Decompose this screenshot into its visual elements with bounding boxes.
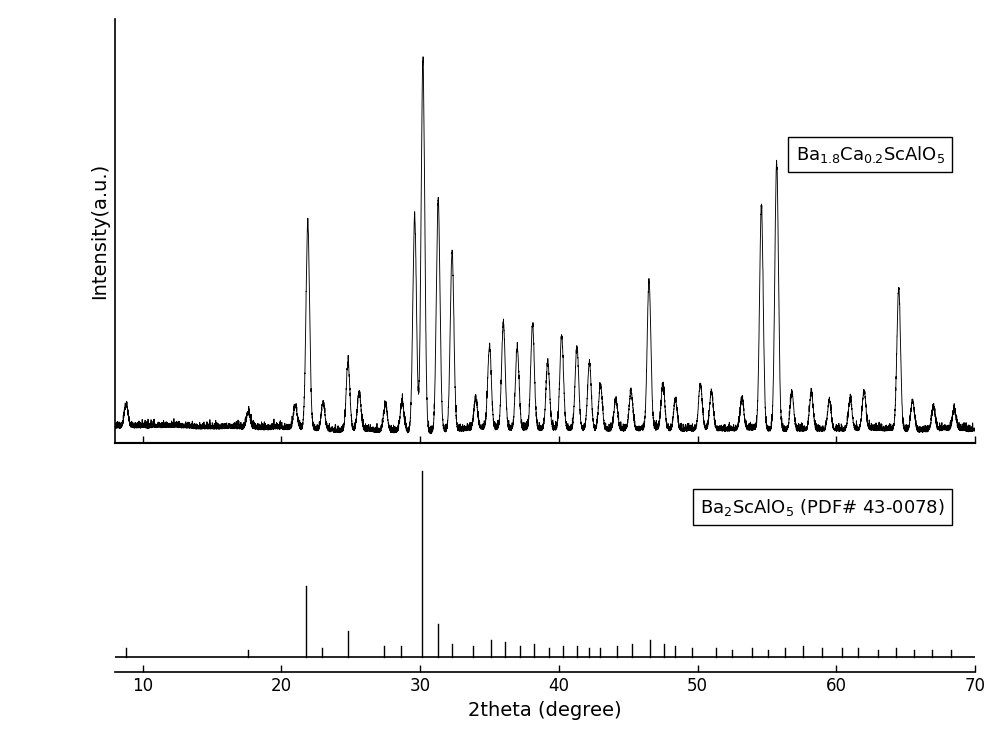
Text: Ba$_2$ScAlO$_5$ (PDF# 43-0078): Ba$_2$ScAlO$_5$ (PDF# 43-0078) (700, 496, 945, 517)
X-axis label: 2theta (degree): 2theta (degree) (468, 701, 622, 719)
Text: Ba$_{1.8}$Ca$_{0.2}$ScAlO$_5$: Ba$_{1.8}$Ca$_{0.2}$ScAlO$_5$ (796, 144, 945, 165)
Y-axis label: Intensity(a.u.): Intensity(a.u.) (90, 163, 109, 299)
